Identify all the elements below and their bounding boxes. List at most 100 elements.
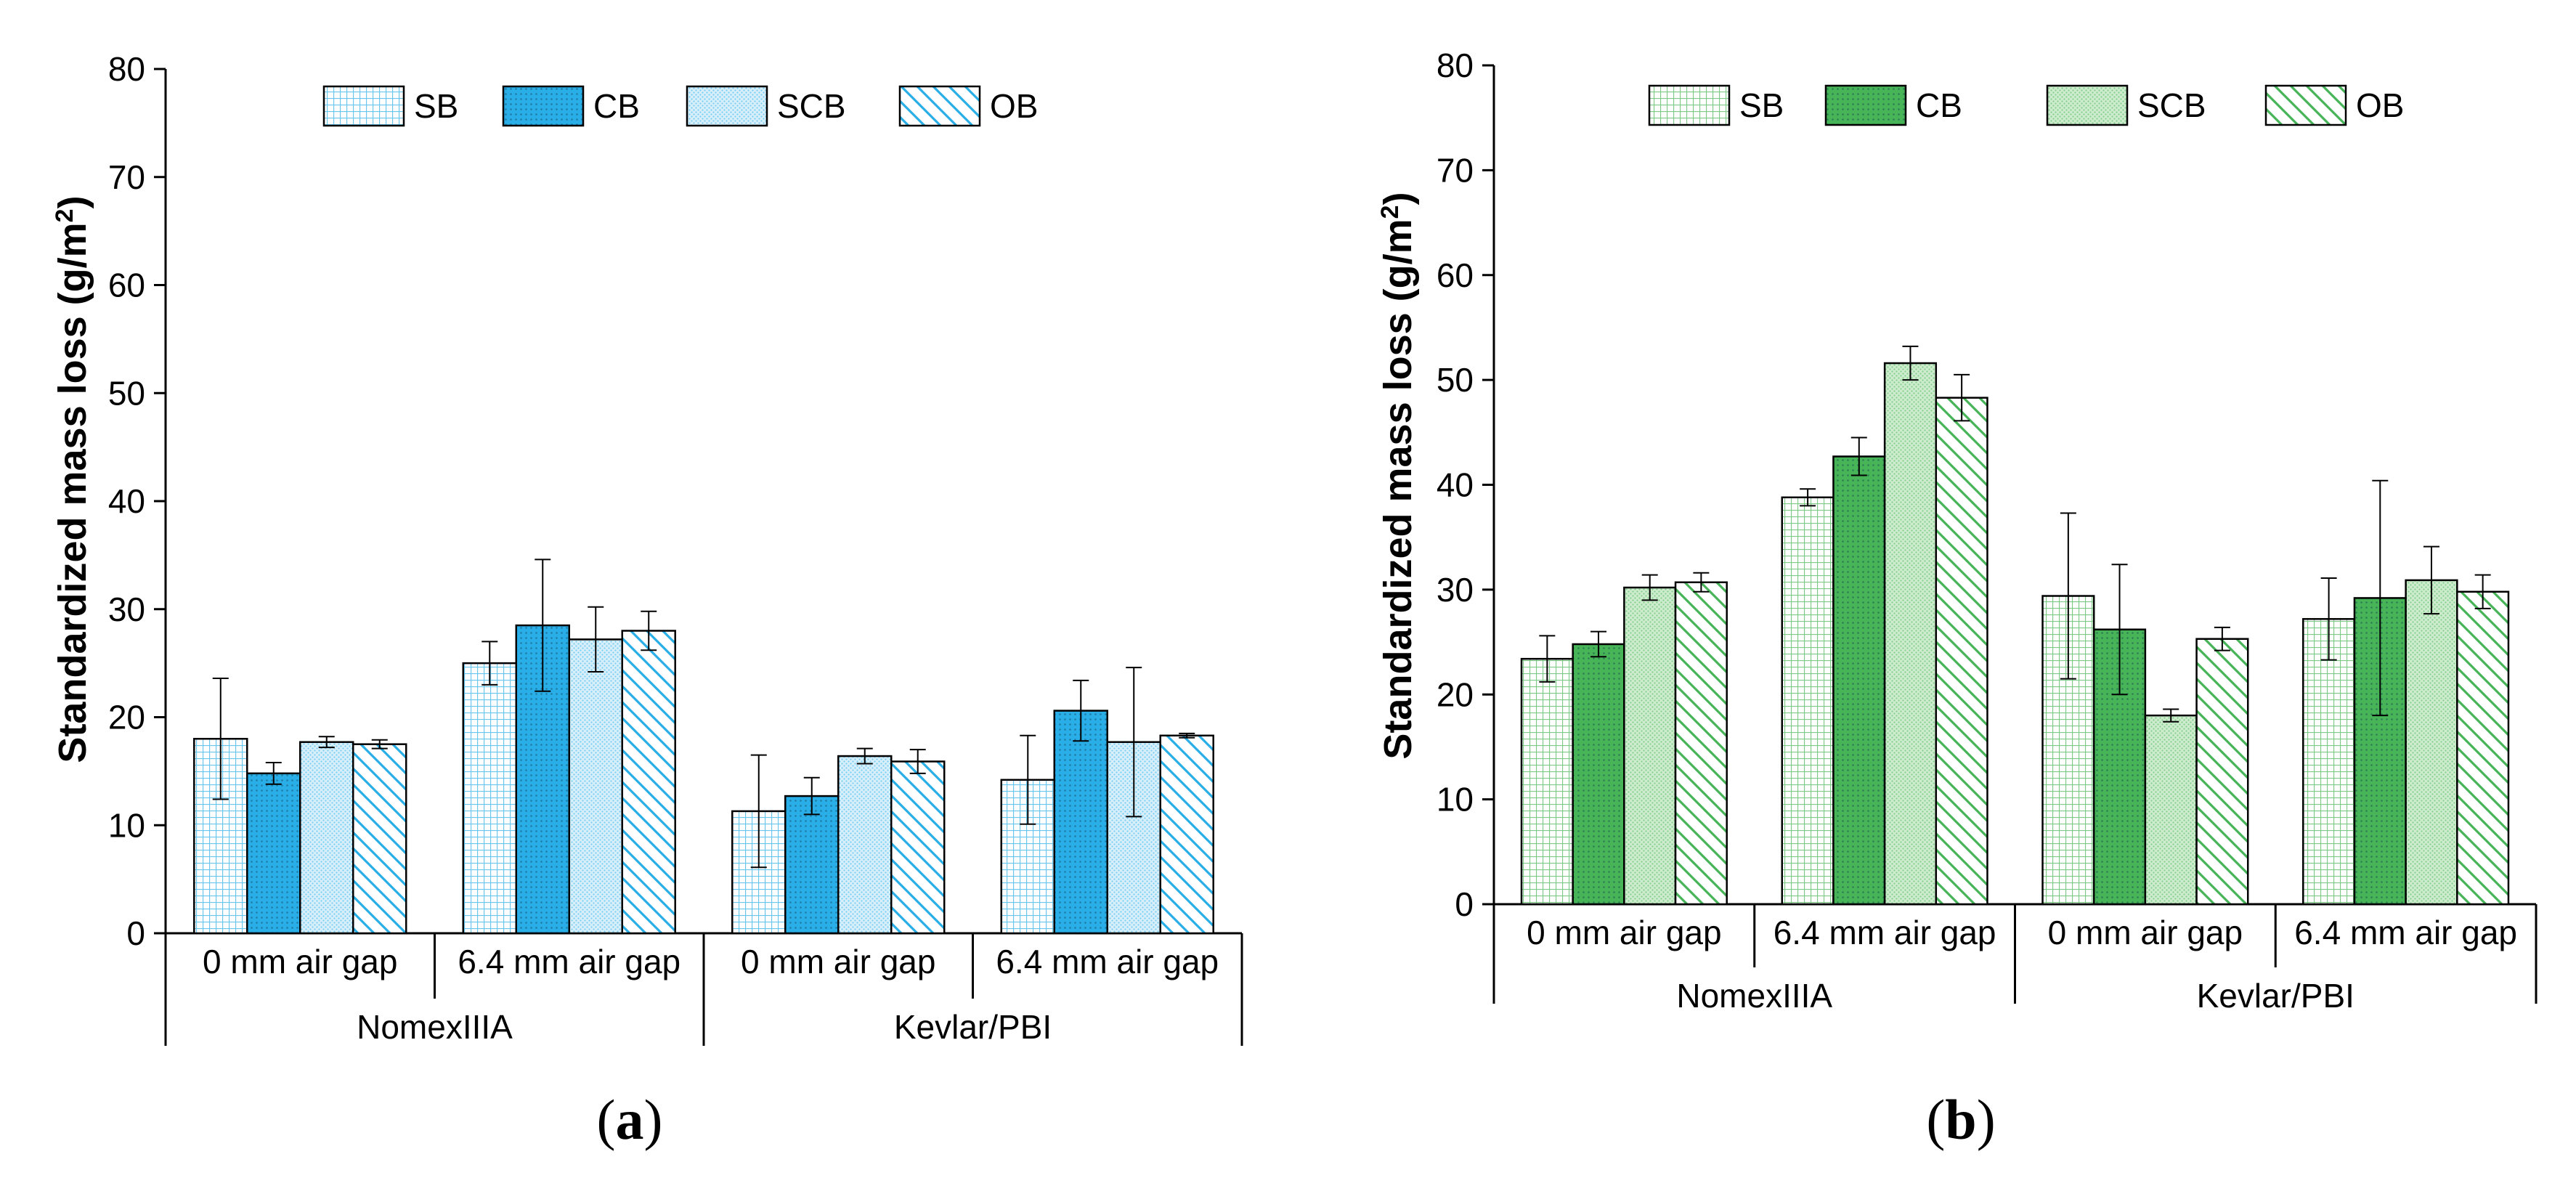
legend-swatch-ob bbox=[898, 85, 981, 127]
error-bar bbox=[2372, 479, 2389, 717]
bar-scb bbox=[568, 638, 623, 935]
y-tick-label: 70 bbox=[1437, 151, 1474, 189]
x-category-label: 0 mm air gap bbox=[203, 943, 397, 980]
bar-scb bbox=[2144, 714, 2198, 906]
bar-ob bbox=[1935, 397, 1988, 906]
panel-a-label: (a) bbox=[597, 1088, 663, 1151]
error-bar bbox=[641, 610, 657, 651]
y-tick-label: 0 bbox=[126, 914, 145, 952]
y-tick-label: 60 bbox=[1437, 256, 1474, 294]
x-category-label: 6.4 mm air gap bbox=[2294, 914, 2517, 951]
y-tick-label: 80 bbox=[108, 50, 145, 88]
y-tick-label: 30 bbox=[108, 590, 145, 628]
x-group-label: Kevlar/PBI bbox=[2197, 977, 2354, 1015]
y-tick-label: 50 bbox=[1437, 361, 1474, 399]
x-category-label: 0 mm air gap bbox=[741, 943, 935, 980]
y-tick-label: 30 bbox=[1437, 571, 1474, 609]
y-tick-label: 10 bbox=[1437, 781, 1474, 818]
y-tick-label: 40 bbox=[1437, 466, 1474, 504]
error-bar bbox=[1850, 436, 1867, 476]
bar-cb bbox=[1572, 643, 1625, 906]
error-bar bbox=[2474, 574, 2491, 609]
error-bar bbox=[1126, 667, 1142, 818]
error-bar bbox=[1641, 574, 1658, 601]
error-bar bbox=[265, 761, 282, 785]
error-bar bbox=[371, 739, 388, 750]
bar-ob bbox=[1674, 581, 1728, 906]
y-tick-label: 20 bbox=[108, 699, 145, 736]
legend-swatch-cb bbox=[1824, 84, 1907, 126]
error-bar bbox=[856, 747, 873, 765]
x-category-label: 0 mm air gap bbox=[2048, 914, 2243, 951]
error-bar bbox=[1020, 734, 1036, 825]
legend-label-scb: SCB bbox=[777, 87, 846, 125]
bar-ob bbox=[890, 760, 946, 935]
legend-label-scb: SCB bbox=[2137, 86, 2206, 124]
error-bar bbox=[1179, 732, 1195, 739]
bar-scb bbox=[1623, 586, 1677, 906]
x-group-label: NomexIIIA bbox=[1676, 977, 1832, 1015]
bar-scb bbox=[837, 755, 893, 935]
bar-ob bbox=[2456, 590, 2510, 906]
y-tick-label: 50 bbox=[108, 374, 145, 412]
legend-swatch-sb bbox=[322, 85, 405, 127]
y-tick-label: 80 bbox=[1437, 46, 1474, 84]
error-bar bbox=[318, 736, 335, 749]
bar-sb bbox=[193, 738, 248, 935]
error-bar bbox=[588, 606, 604, 673]
bar-ob bbox=[2195, 638, 2249, 906]
error-bar bbox=[1590, 630, 1607, 658]
panel-b-label: (b) bbox=[1926, 1088, 1995, 1151]
error-bar bbox=[1800, 488, 1816, 507]
error-bar bbox=[535, 558, 551, 692]
legend-swatch-scb bbox=[686, 85, 768, 127]
panel-a-chart: Standardized mass loss (g/m2) 0 10 20 30 40 5… bbox=[51, 50, 1243, 1046]
legend-label-sb: SB bbox=[1739, 86, 1784, 124]
y-tick-label: 10 bbox=[108, 806, 145, 844]
x-group-label: Kevlar/PBI bbox=[894, 1008, 1052, 1046]
bar-sb bbox=[2302, 618, 2356, 906]
legend-label-cb: CB bbox=[593, 87, 640, 125]
legend-label-cb: CB bbox=[1916, 86, 1962, 124]
legend-swatch-sb bbox=[1648, 84, 1731, 126]
x-group-label: NomexIIIA bbox=[357, 1008, 513, 1046]
bar-cb bbox=[784, 795, 840, 935]
bar-sb bbox=[1781, 496, 1835, 906]
error-bar bbox=[2111, 564, 2128, 696]
bar-ob bbox=[352, 743, 407, 935]
panel-a-y-axis-label: Standardized mass loss (g/m2) bbox=[51, 195, 94, 763]
legend-swatch-scb bbox=[2046, 84, 2129, 126]
legend-label-sb: SB bbox=[414, 87, 458, 125]
bar-sb bbox=[1520, 657, 1574, 906]
bar-sb bbox=[462, 662, 518, 935]
y-tick-label: 60 bbox=[108, 267, 145, 304]
bar-scb bbox=[2405, 579, 2458, 906]
legend-swatch-ob bbox=[2264, 84, 2347, 126]
legend-swatch-cb bbox=[502, 85, 585, 127]
error-bar bbox=[2214, 626, 2230, 651]
bar-cb bbox=[246, 772, 301, 935]
error-bar bbox=[750, 754, 767, 869]
bar-ob bbox=[621, 630, 676, 935]
x-category-label: 6.4 mm air gap bbox=[458, 943, 680, 980]
x-category-label: 0 mm air gap bbox=[1527, 914, 1721, 951]
y-tick-label: 40 bbox=[108, 482, 145, 520]
error-bar bbox=[212, 677, 229, 800]
error-bar bbox=[1693, 572, 1710, 593]
y-tick-label: 70 bbox=[108, 158, 145, 196]
legend-label-ob: OB bbox=[2356, 86, 2404, 124]
bar-scb bbox=[1883, 362, 1938, 906]
x-category-label: 6.4 mm air gap bbox=[996, 943, 1219, 980]
y-tick-label: 0 bbox=[1455, 885, 1474, 923]
error-bar bbox=[2060, 512, 2076, 680]
error-bar bbox=[2163, 708, 2179, 723]
error-bar bbox=[909, 749, 926, 774]
error-bar bbox=[2423, 545, 2439, 615]
panel-b-chart: Standardized mass loss (g/m2) 0 10 20 30 40 5… bbox=[1376, 46, 2538, 1015]
x-category-label: 6.4 mm air gap bbox=[1773, 914, 1996, 951]
error-bar bbox=[1073, 679, 1089, 742]
panel-b-y-axis-label: Standardized mass loss (g/m2) bbox=[1376, 192, 1420, 759]
bar-ob bbox=[1159, 734, 1214, 935]
error-bar bbox=[482, 641, 498, 686]
